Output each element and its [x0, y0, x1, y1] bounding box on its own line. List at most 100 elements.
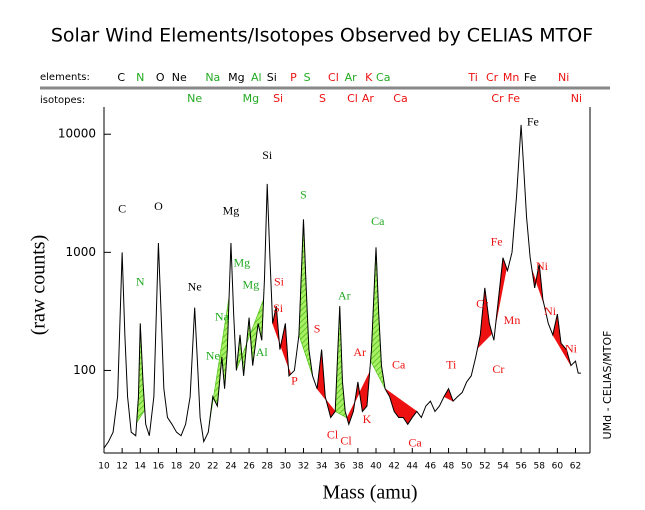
x-tick-label: 46	[425, 462, 437, 472]
isotope-label: S	[319, 92, 326, 105]
peak-annotation: Si	[273, 301, 284, 315]
x-tick-label: 24	[225, 462, 237, 472]
peak-annotation: K	[363, 412, 372, 426]
x-tick-label: 48	[443, 462, 455, 472]
highlight-area	[384, 388, 418, 425]
x-tick-label: 56	[515, 462, 527, 472]
peak-annotation: O	[154, 199, 163, 213]
x-tick-label: 16	[153, 462, 165, 472]
spectrum-line	[103, 124, 581, 449]
peak-annotation: P	[291, 374, 298, 388]
x-tick-label: 44	[407, 462, 419, 472]
isotope-label: Ni	[571, 92, 582, 105]
x-tick-label: 54	[497, 462, 509, 472]
y-axis-label: (raw counts)	[28, 235, 50, 336]
peak-annotation: Mg	[243, 278, 260, 292]
peak-annotation: S	[300, 188, 307, 202]
x-tick-label: 26	[243, 462, 255, 472]
x-tick-label: 36	[334, 462, 346, 472]
peak-annotation: N	[136, 275, 145, 289]
x-tick-label: 12	[116, 462, 127, 472]
element-label: Cr	[486, 71, 499, 84]
isotope-label: Ar	[362, 92, 375, 105]
peak-annotation: Cr	[476, 296, 488, 310]
y-tick-label: 1000	[65, 245, 96, 259]
peak-annotation: Ca	[371, 214, 385, 228]
peak-annotation: Fe	[491, 235, 503, 249]
peak-annotation: Ne	[206, 349, 220, 363]
x-tick-label: 34	[316, 462, 328, 472]
element-label: O	[156, 71, 165, 84]
x-tick-label: 38	[352, 462, 364, 472]
peak-annotation: S	[314, 322, 321, 336]
x-tick-label: 28	[261, 462, 273, 472]
x-tick-label: 30	[280, 462, 292, 472]
y-tick-label: 10000	[58, 127, 96, 141]
isotope-label: Ca	[393, 92, 407, 105]
element-label: K	[365, 71, 373, 84]
x-tick-label: 20	[189, 462, 201, 472]
element-label: P	[290, 71, 297, 84]
isotope-label: Si	[273, 92, 283, 105]
x-tick-label: 32	[298, 462, 309, 472]
credit: UMd - CELIAS/MTOF	[601, 331, 614, 440]
x-tick-label: 52	[479, 462, 490, 472]
x-axis-label: Mass (amu)	[323, 482, 418, 504]
y-tick-label: 100	[73, 363, 96, 377]
peak-annotation: Ca	[408, 435, 422, 449]
x-tick-label: 40	[370, 462, 382, 472]
element-label: S	[304, 71, 311, 84]
peak-annotation: Cl	[327, 427, 339, 441]
element-label: Ca	[376, 71, 390, 84]
chart-title: Solar Wind Elements/Isotopes Observed by…	[51, 25, 593, 47]
x-tick-label: 58	[533, 462, 545, 472]
peak-annotation: Na	[215, 309, 230, 323]
element-label: Ni	[558, 71, 569, 84]
isotope-label: Cl	[347, 92, 358, 105]
x-tick-label: 62	[570, 462, 581, 472]
peak-annotation: Si	[274, 275, 285, 289]
x-tick-label: 22	[207, 462, 218, 472]
peak-annotation: Ca	[392, 357, 406, 371]
x-tick-label: 10	[98, 462, 110, 472]
peak-annotation: Ni	[544, 304, 557, 318]
isotope-label: Ne	[187, 92, 202, 105]
isotope-label: Fe	[508, 92, 521, 105]
row-label: elements:	[40, 72, 90, 83]
element-label: Ne	[172, 71, 187, 84]
peak-annotation: C	[118, 201, 126, 215]
peak-annotation: Ne	[188, 280, 202, 294]
x-tick-label: 14	[135, 462, 147, 472]
peak-annotation: Ar	[338, 289, 351, 303]
element-label: Na	[205, 71, 220, 84]
peak-annotation: Cl	[340, 433, 352, 447]
peak-annotation: Mn	[504, 313, 521, 327]
isotope-label: Mg	[243, 92, 259, 105]
x-tick-label: 18	[171, 462, 183, 472]
element-label: Mn	[503, 71, 519, 84]
element-label: Al	[251, 71, 262, 84]
peak-annotation: Fe	[527, 115, 539, 129]
x-tick-label: 60	[552, 462, 564, 472]
element-label: N	[136, 71, 144, 84]
element-label: Fe	[524, 71, 537, 84]
peak-annotation: Ti	[446, 357, 457, 371]
element-label: Mg	[228, 71, 244, 84]
peak-annotation: Ar	[353, 345, 366, 359]
isotope-label: Cr	[491, 92, 504, 105]
element-label: Ti	[467, 71, 477, 84]
peak-annotation: Mg	[233, 256, 250, 270]
x-tick-label: 42	[388, 462, 399, 472]
element-label: C	[117, 71, 125, 84]
element-label: Si	[267, 71, 277, 84]
highlight-area	[316, 349, 336, 419]
peak-annotation: Cr	[492, 362, 504, 376]
peak-annotation: Al	[256, 345, 269, 359]
element-label: Ar	[345, 71, 358, 84]
row-label: isotopes:	[40, 95, 85, 106]
peak-annotation: Mg	[223, 204, 240, 218]
highlight-area	[298, 219, 313, 376]
peak-annotation: Ni	[536, 259, 549, 273]
